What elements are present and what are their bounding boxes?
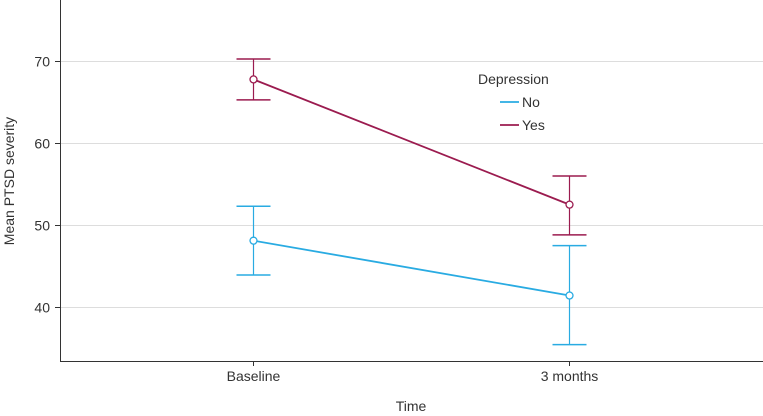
x-axis-label: Time: [396, 398, 427, 414]
series-group: [236, 58, 587, 346]
data-point: [565, 200, 574, 209]
y-tick-label: 70: [34, 54, 50, 70]
legend-items: No Yes: [500, 94, 545, 133]
x-ticks: Baseline 3 months: [227, 361, 599, 384]
legend-item-yes: Yes: [500, 117, 545, 133]
grid-lines: [60, 61, 763, 308]
axes: [60, 0, 763, 362]
series-no: [236, 205, 587, 346]
data-point: [249, 236, 258, 245]
legend-item-no: No: [500, 94, 540, 110]
series-line: [253, 78, 570, 206]
legend-title: Depression: [478, 71, 549, 87]
data-point: [565, 291, 574, 300]
y-axis-label: Mean PTSD severity: [1, 117, 17, 245]
legend: Depression No Yes: [478, 71, 549, 133]
y-tick-label: 40: [34, 300, 50, 316]
legend-label: Yes: [522, 117, 545, 133]
x-tick-label: 3 months: [541, 368, 599, 384]
data-point: [249, 75, 258, 84]
y-ticks: 40 50 60 70: [34, 54, 60, 316]
y-tick-label: 60: [34, 136, 50, 152]
legend-label: No: [522, 94, 540, 110]
y-tick-label: 50: [34, 218, 50, 234]
series-yes: [236, 58, 587, 236]
x-tick-label: Baseline: [227, 368, 281, 384]
series-line: [253, 239, 570, 297]
